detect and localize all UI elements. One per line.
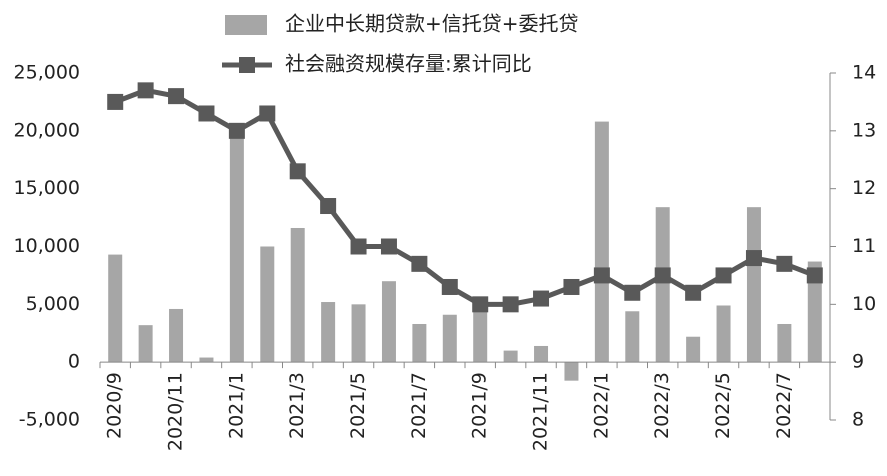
- line-marker: [228, 122, 245, 139]
- y2-tick-label: 12: [852, 177, 876, 199]
- bar: [290, 227, 305, 363]
- x-tick-label: 2022/1: [590, 372, 612, 439]
- legend-swatch: [239, 57, 255, 73]
- line-marker: [320, 198, 337, 215]
- y-tick-label: 10,000: [14, 235, 80, 257]
- x-tick-label: 2021/1: [225, 372, 247, 439]
- bar: [199, 357, 214, 363]
- x-tick-label: 2020/9: [104, 372, 126, 439]
- line-marker: [289, 163, 306, 180]
- line-marker: [411, 255, 428, 272]
- bar: [716, 305, 731, 363]
- line-marker: [350, 238, 367, 255]
- legend-label: 企业中长期贷款+信托贷+委托贷: [285, 12, 579, 36]
- bar: [260, 246, 275, 363]
- x-tick-label: 2022/7: [773, 372, 795, 439]
- y2-tick-label: 14: [852, 62, 876, 84]
- y-tick-label: 25,000: [14, 62, 80, 84]
- legend-swatch: [225, 15, 267, 35]
- bar: [503, 350, 518, 363]
- line-marker: [533, 290, 550, 307]
- bar: [442, 314, 457, 363]
- line: [114, 87, 816, 307]
- bar: [412, 323, 427, 363]
- bar: [807, 261, 822, 363]
- line-marker: [472, 296, 489, 313]
- bar: [351, 304, 366, 363]
- line-marker: [107, 93, 124, 110]
- y-tick-label: -5,000: [19, 409, 80, 431]
- x-tick-label: 2022/5: [712, 372, 734, 439]
- y-tick-label: 0: [68, 351, 80, 373]
- line-marker: [259, 105, 276, 122]
- line-marker: [715, 267, 732, 284]
- bar: [746, 207, 761, 363]
- line-marker: [502, 296, 519, 313]
- line-marker: [685, 284, 702, 301]
- x-tick-label: 2021/5: [347, 372, 369, 439]
- legend-label: 社会融资规模存量:累计同比: [285, 52, 532, 76]
- line-marker: [198, 105, 215, 122]
- bar: [686, 336, 701, 363]
- line-marker: [776, 255, 793, 272]
- x-tick-label: 2021/7: [408, 372, 430, 439]
- bar: [138, 325, 153, 363]
- bar: [655, 207, 670, 363]
- bar: [473, 311, 488, 363]
- y-tick-label: 20,000: [14, 119, 80, 141]
- line-marker: [441, 278, 458, 295]
- bar: [777, 323, 792, 363]
- bar: [534, 345, 549, 363]
- y2-tick-label: 9: [852, 351, 864, 373]
- y-tick-label: 5,000: [26, 293, 80, 315]
- line-marker: [168, 88, 185, 105]
- x-tick-label: 2021/11: [530, 372, 552, 451]
- bar: [321, 302, 336, 363]
- y2-tick-label: 10: [852, 293, 876, 315]
- y2-tick-label: 8: [852, 409, 864, 431]
- bar: [169, 308, 184, 363]
- x-tick-label: 2021/9: [469, 372, 491, 439]
- line-marker: [380, 238, 397, 255]
- x-tick-label: 2022/3: [651, 372, 673, 439]
- x-tick-label: 2020/11: [165, 372, 187, 451]
- y2-tick-label: 11: [852, 235, 876, 257]
- y-tick-label: 15,000: [14, 177, 80, 199]
- bar: [625, 311, 640, 363]
- y2-tick-label: 13: [852, 119, 876, 141]
- bar: [229, 136, 244, 363]
- bar: [594, 121, 609, 363]
- line-marker: [593, 267, 610, 284]
- line-marker: [654, 267, 671, 284]
- line-marker: [563, 278, 580, 295]
- bar: [381, 281, 396, 363]
- line-marker: [137, 82, 154, 99]
- line-marker: [624, 284, 641, 301]
- x-tick-label: 2021/3: [286, 372, 308, 439]
- line-marker: [806, 267, 823, 284]
- bar: [564, 362, 579, 381]
- bar: [108, 254, 123, 363]
- line-marker: [745, 250, 762, 267]
